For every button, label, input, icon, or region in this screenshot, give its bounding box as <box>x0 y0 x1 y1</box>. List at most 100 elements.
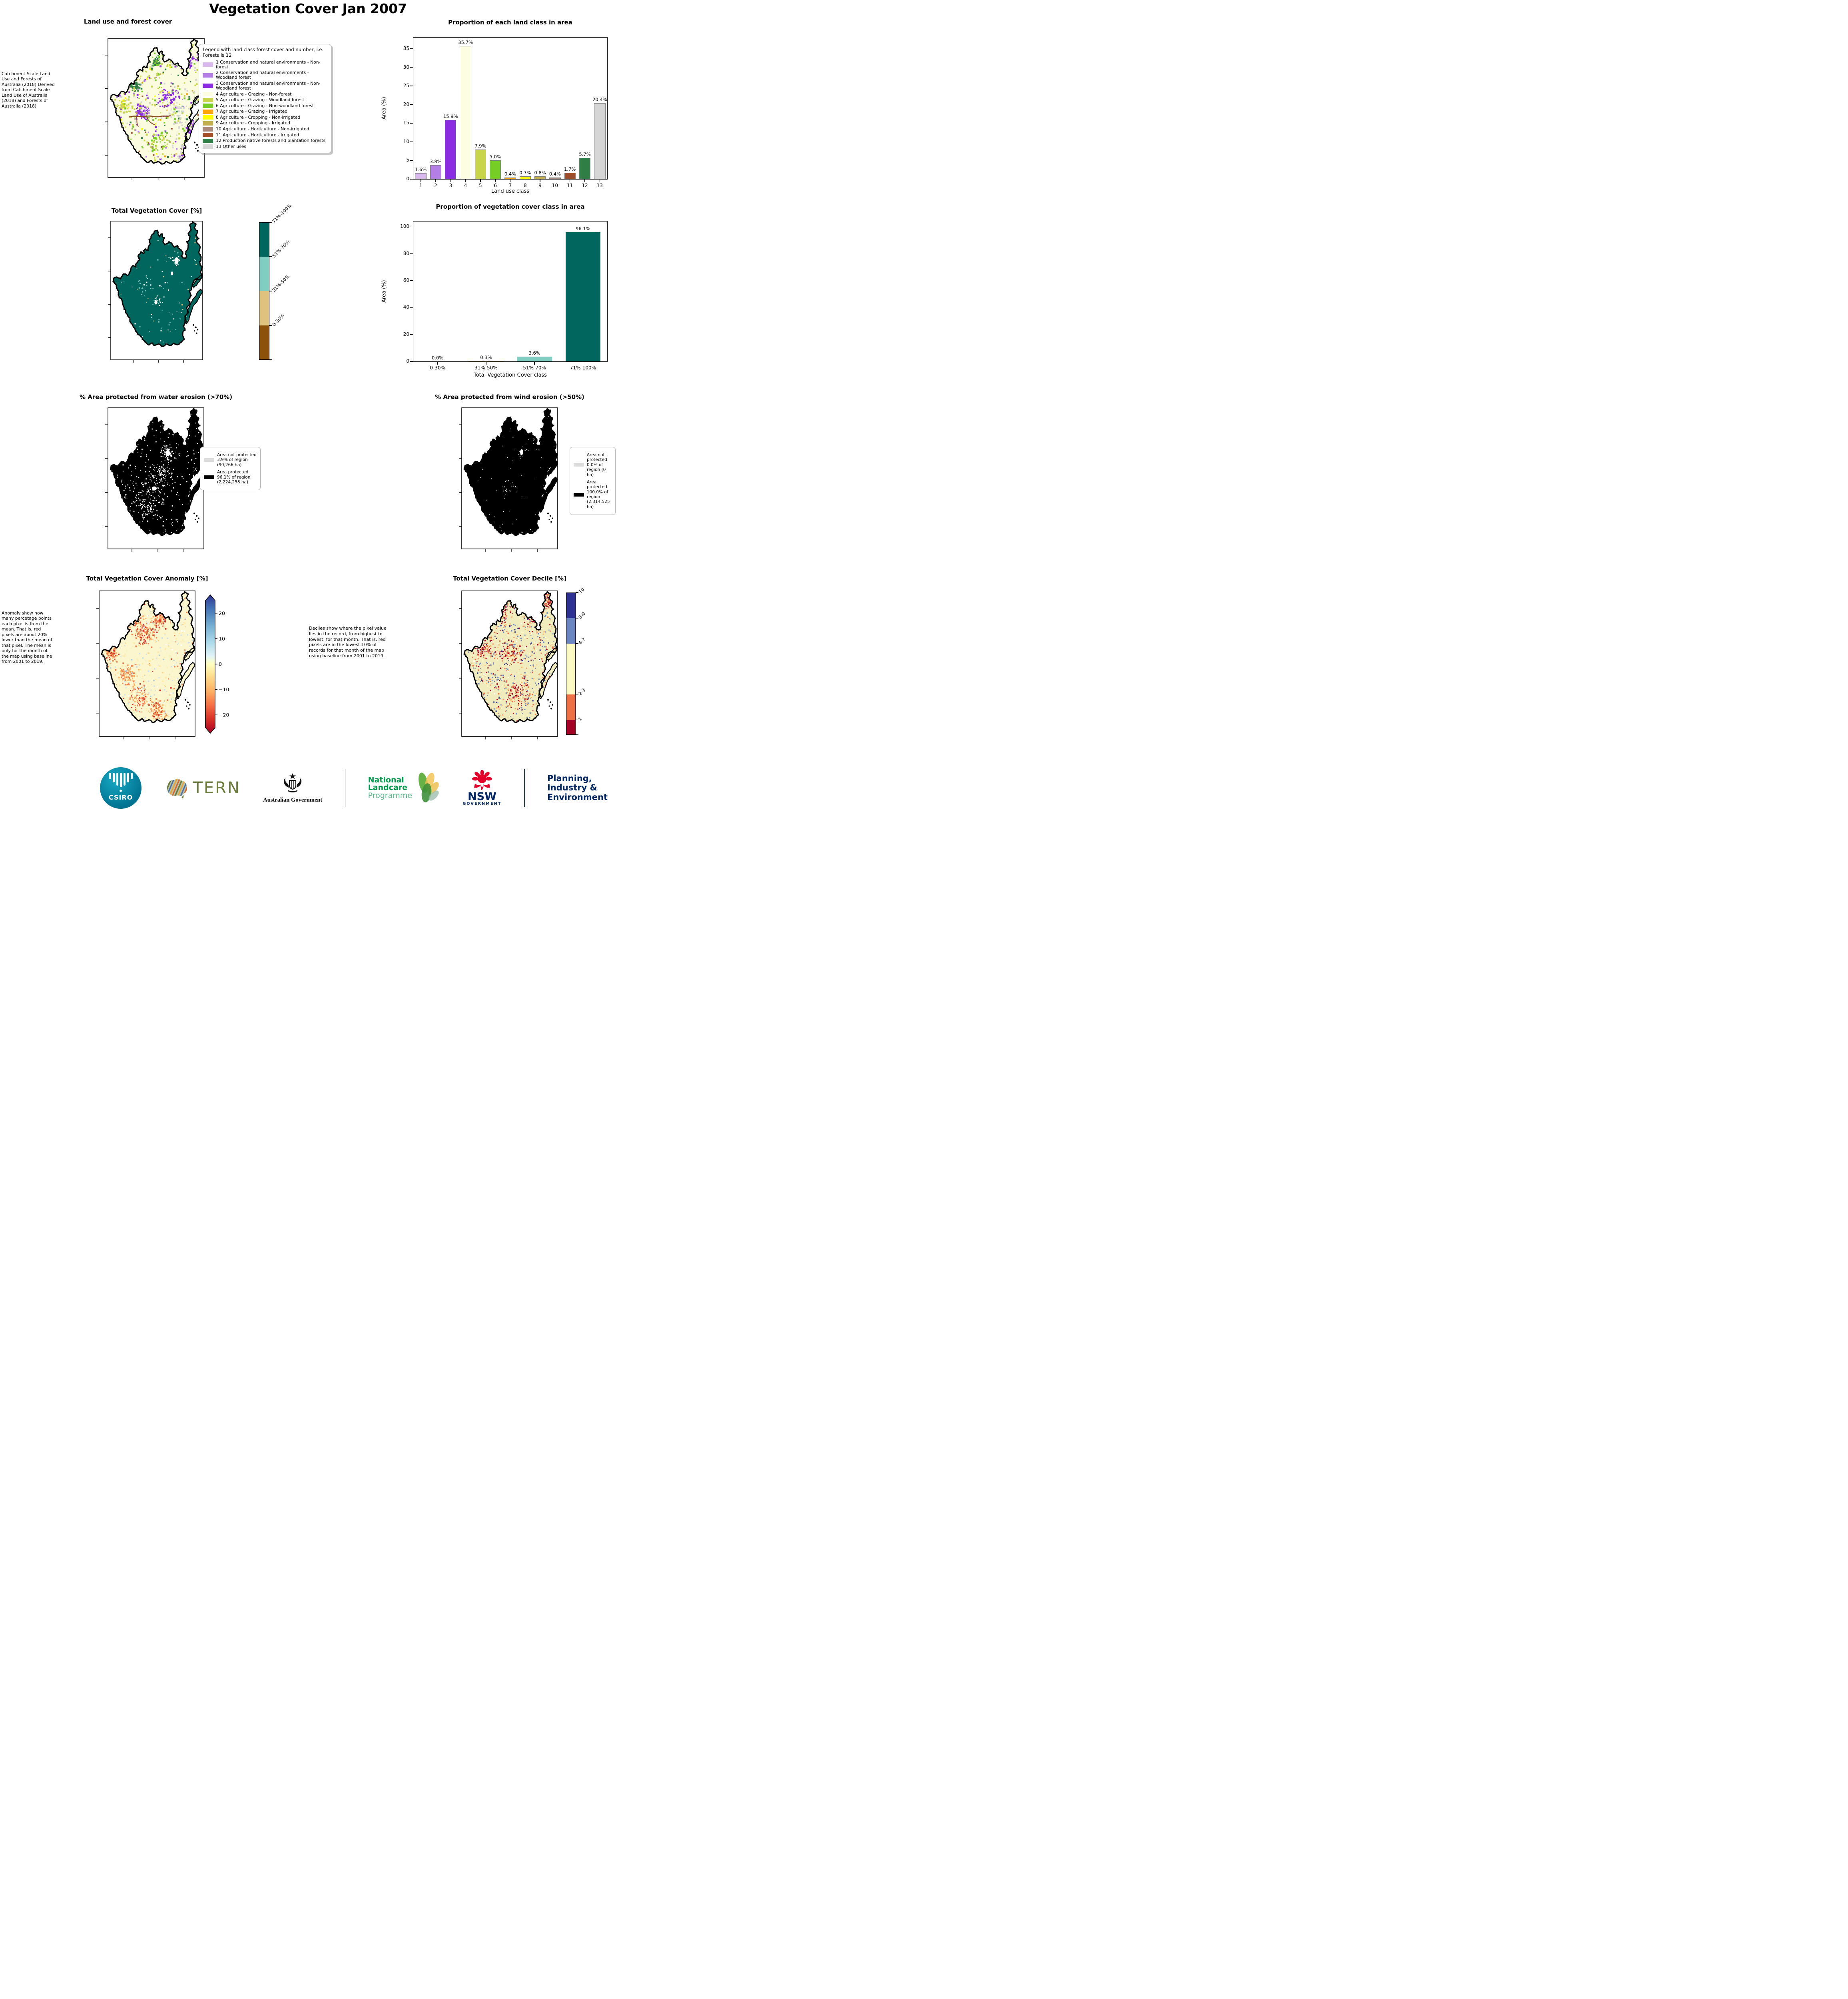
legend-label: 13 Other uses <box>216 144 246 149</box>
bar-6 <box>490 160 501 179</box>
vegclass-chart-xlabel: Total Vegetation Cover class <box>473 372 547 378</box>
y-tick-label: 100 <box>400 223 409 229</box>
bar-3 <box>445 120 457 179</box>
y-tick-label: 15 <box>403 120 409 126</box>
national-landcare-logo: National Landcare Programme <box>368 771 440 805</box>
landuse-map-title: Land use and forest cover <box>84 18 172 25</box>
csiro-logo-mark: CSIRO <box>100 767 142 809</box>
bar-value-label: 0.3% <box>480 354 492 360</box>
landuse-legend-items: 1 Conservation and natural environments … <box>203 60 327 149</box>
legend-swatch <box>203 98 213 102</box>
legend-item: 12 Production native forests and plantat… <box>203 138 327 143</box>
bar-2 <box>430 165 442 179</box>
nsw-label: NSW <box>468 790 496 803</box>
y-tick-label: 30 <box>403 64 409 70</box>
y-tick-label: 40 <box>403 304 409 310</box>
colorbar-frame <box>259 222 269 360</box>
x-tick <box>437 362 438 365</box>
legend-label: 9 Agriculture - Cropping - Irrigated <box>216 120 291 126</box>
decile-map <box>459 591 558 740</box>
y-tick-label: 80 <box>403 250 409 256</box>
colorbar-label: 2-3 <box>577 687 587 696</box>
legend-swatch <box>203 104 213 108</box>
legend-label: 4 Agriculture - Grazing - Non-forest <box>216 91 292 97</box>
legend-swatch <box>203 144 213 149</box>
legend-item: 2 Conservation and natural environments … <box>203 70 327 80</box>
nsw-waratah-icon <box>472 770 492 790</box>
bar-value-label: 0.4% <box>549 171 561 177</box>
landcare-label-2: Landcare <box>368 783 407 792</box>
colorbar-segment <box>259 222 269 257</box>
colorbar-segment <box>566 593 576 618</box>
legend-label: 3 Conservation and natural environments … <box>216 80 321 91</box>
y-tick-label: 25 <box>403 83 409 89</box>
wind-erosion-legend: Area not protected 0.0% of region (0 ha)… <box>570 447 616 515</box>
x-tick-label: 3 <box>449 183 453 188</box>
colorbar-frame <box>566 593 576 735</box>
logo-divider <box>345 769 346 807</box>
bar-value-label: 1.7% <box>564 166 576 172</box>
x-tick-label: 0-30% <box>430 365 445 371</box>
anomaly-colorbar-tick-label: 10 <box>219 636 225 642</box>
y-tick <box>410 253 413 254</box>
bar-51%-70% <box>517 356 552 361</box>
bar-value-label: 1.6% <box>415 167 427 173</box>
x-tick <box>465 180 466 182</box>
legend-item: 1 Conservation and natural environments … <box>203 60 327 70</box>
anomaly-colorbar-tick-label: 20 <box>219 610 225 616</box>
x-tick-label: 7 <box>508 183 512 188</box>
bar-12 <box>579 158 591 179</box>
colorbar-segment <box>259 257 269 291</box>
wind-erosion-title: % Area protected from wind erosion (>50%… <box>435 393 584 401</box>
legend-item: 13 Other uses <box>203 144 327 149</box>
colorbar-segment <box>566 694 576 720</box>
bar-7 <box>504 178 516 179</box>
legend-swatch <box>204 475 214 479</box>
legend-item: 5 Agriculture - Grazing - Woodland fores… <box>203 98 327 102</box>
x-tick-label: 12 <box>582 183 588 188</box>
y-tick <box>410 48 413 49</box>
bar-71%-100% <box>565 232 601 361</box>
bar-value-label: 3.8% <box>430 158 442 164</box>
legend-item: Area protected 100.0% of region (2,314,5… <box>574 480 612 509</box>
csiro-label: CSIRO <box>108 794 133 801</box>
legend-label: Area not protected 3.9% of region (90,26… <box>217 453 257 467</box>
landuse-annotation: Catchment Scale Land Use and Forests of … <box>2 71 55 109</box>
legend-item: Area not protected 0.0% of region (0 ha) <box>574 453 612 477</box>
bar-value-label: 5.0% <box>489 154 501 160</box>
nsw-sublabel: GOVERNMENT <box>462 802 502 806</box>
x-tick-label: 13 <box>596 183 603 188</box>
legend-label: 1 Conservation and natural environments … <box>216 59 321 70</box>
bar-value-label: 15.9% <box>443 113 458 119</box>
legend-item: 10 Agriculture - Horticulture - Non-irri… <box>203 126 327 132</box>
y-tick-label: 35 <box>403 45 409 51</box>
landcare-label-1: National <box>368 775 404 784</box>
figure-canvas: Vegetation Cover Jan 2007 Catchment Scal… <box>0 0 616 814</box>
x-tick-label: 31%-50% <box>474 365 498 371</box>
nsw-government-logo: NSW GOVERNMENT <box>462 770 501 806</box>
colorbar-label: 10 <box>577 586 586 595</box>
bar-value-label: 0.0% <box>432 355 444 361</box>
y-tick <box>410 334 413 335</box>
anomaly-colorbar: 20 10 0 −10 −20 <box>205 594 229 734</box>
vegclass-bar-chart: 0 20 40 60 80 100 0.0% 0-30% 0.3% 31%-50% 3.6% 51%-… <box>400 221 608 371</box>
legend-label: 12 Production native forests and plantat… <box>216 138 326 144</box>
legend-item: Area protected 96.1% of region (2,224,25… <box>204 470 257 485</box>
csiro-wave-icon <box>100 773 142 791</box>
anomaly-annotation: Anomaly show how many percetage points e… <box>2 610 52 664</box>
landuse-map <box>105 38 205 180</box>
colorbar-segment <box>566 618 576 644</box>
y-tick-label: 0 <box>406 176 409 182</box>
legend-swatch <box>203 109 213 114</box>
legend-item: 3 Conservation and natural environments … <box>203 81 327 91</box>
landclass-chart-ylabel: Area (%) <box>381 97 387 120</box>
water-erosion-map <box>105 407 205 552</box>
colorbar-label: 8-9 <box>577 610 587 620</box>
landcare-label-3: Programme <box>368 791 412 800</box>
bar-value-label: 0.8% <box>534 170 546 176</box>
legend-swatch <box>203 127 213 132</box>
colorbar-segment <box>566 644 576 694</box>
anomaly-map <box>96 591 196 740</box>
bar-value-label: 96.1% <box>576 225 590 231</box>
colorbar-tick <box>576 592 578 593</box>
